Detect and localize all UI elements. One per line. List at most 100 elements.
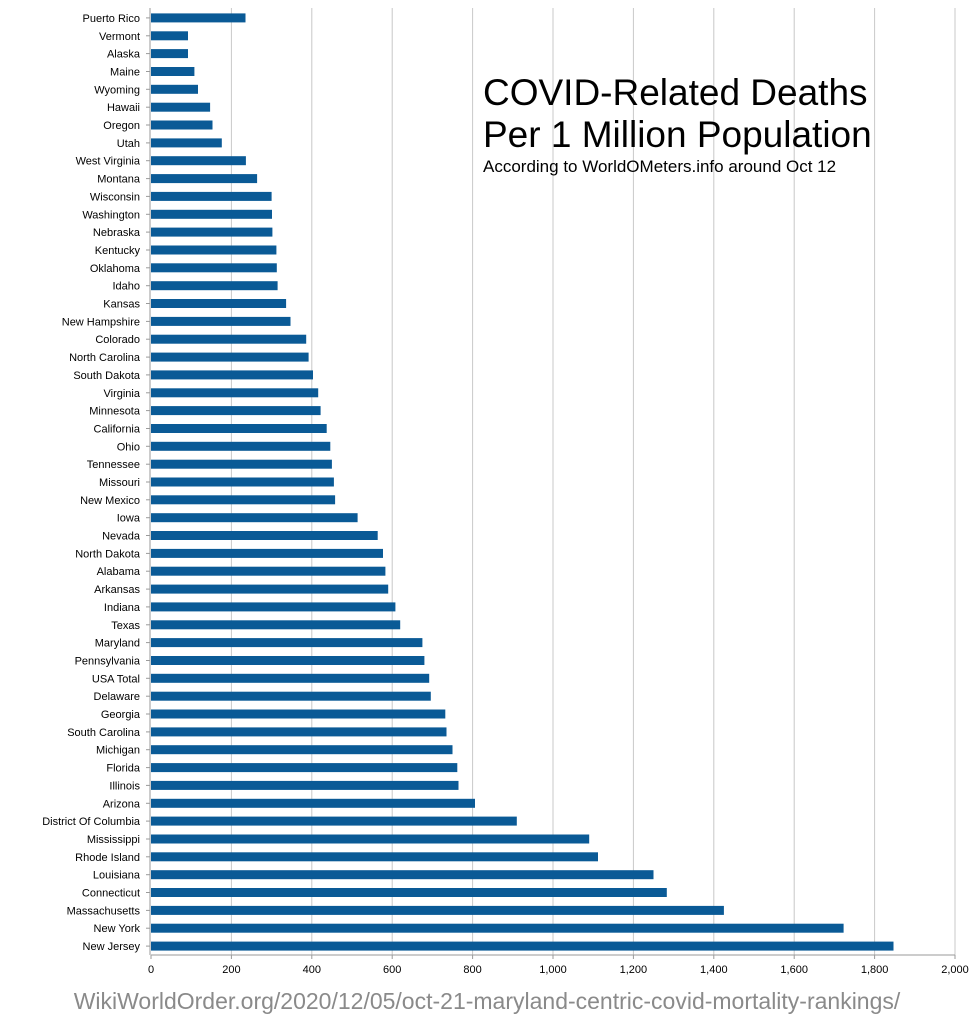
bar: [151, 406, 321, 416]
bar: [151, 477, 334, 487]
bar: [151, 495, 336, 505]
bar: [151, 84, 198, 94]
category-label: Vermont: [99, 31, 140, 43]
bar: [151, 513, 358, 523]
category-label: Connecticut: [82, 888, 140, 900]
category-label: Hawaii: [107, 102, 140, 114]
bar: [151, 49, 188, 59]
x-tick-label: 800: [463, 964, 481, 976]
category-label: Massachusetts: [67, 905, 141, 917]
chart-title-line-1: COVID-Related Deaths: [483, 72, 868, 113]
bar: [151, 316, 291, 326]
bar: [151, 656, 425, 665]
category-label: Mississippi: [87, 834, 140, 846]
bar: [151, 102, 211, 112]
bar: [151, 548, 383, 558]
bar: [151, 174, 258, 184]
category-label: Florida: [106, 763, 141, 775]
category-label: Oklahoma: [90, 263, 141, 275]
bar: [151, 459, 332, 469]
bar: [151, 727, 447, 737]
bar: [151, 620, 401, 630]
category-label: Rhode Island: [75, 852, 140, 864]
category-label: Missouri: [99, 477, 140, 489]
category-label: Kansas: [103, 299, 140, 311]
category-label: Iowa: [117, 513, 141, 525]
category-label: Colorado: [95, 334, 140, 346]
x-tick-label: 1,600: [780, 964, 808, 976]
bar: [151, 424, 327, 433]
category-label: Pennsylvania: [75, 656, 141, 668]
category-label: South Carolina: [67, 727, 141, 739]
bar: [151, 13, 246, 23]
category-label: Virginia: [104, 388, 141, 400]
bar: [151, 834, 590, 844]
bar: [151, 638, 423, 648]
category-label: USA Total: [92, 673, 140, 685]
bar: [151, 673, 430, 683]
category-label: Montana: [97, 174, 141, 186]
x-tick-label: 600: [383, 964, 401, 976]
bar: [151, 281, 278, 291]
bar: [151, 31, 188, 41]
category-label: California: [94, 424, 141, 436]
category-label: Maine: [110, 67, 140, 79]
category-label: Idaho: [112, 281, 140, 293]
category-label: District Of Columbia: [42, 816, 141, 828]
category-label: Michigan: [96, 745, 140, 757]
bar: [151, 209, 272, 219]
bar: [151, 120, 213, 130]
category-label: Texas: [111, 620, 140, 632]
bar: [151, 780, 459, 790]
category-label: Tennessee: [87, 459, 140, 471]
bar: [151, 923, 844, 933]
category-label: Indiana: [104, 602, 141, 614]
category-label: New Hampshire: [62, 316, 140, 328]
category-label: Delaware: [94, 691, 140, 703]
bar: [151, 370, 313, 380]
bar: [151, 156, 246, 166]
bar: [151, 227, 273, 237]
source-url: WikiWorldOrder.org/2020/12/05/oct-21-mar…: [74, 988, 901, 1014]
bar: [151, 352, 309, 362]
bar: [151, 763, 458, 773]
bar: [151, 245, 277, 255]
x-tick-label: 200: [222, 964, 240, 976]
chart-subtitle: According to WorldOMeters.info around Oc…: [483, 157, 836, 176]
category-label: Arkansas: [94, 584, 140, 596]
chart-title-line-2: Per 1 Million Population: [483, 114, 872, 155]
bars: [151, 13, 894, 951]
category-label: Arizona: [103, 798, 141, 810]
bar: [151, 566, 386, 576]
category-label: New Mexico: [80, 495, 140, 507]
chart-title: COVID-Related Deaths Per 1 Million Popul…: [483, 72, 872, 176]
bar: [151, 888, 667, 897]
category-label: Nevada: [102, 531, 141, 543]
category-label: Alaska: [107, 49, 141, 61]
bar: [151, 691, 431, 701]
bar: [151, 299, 287, 308]
bar: [151, 941, 894, 951]
bar: [151, 263, 277, 273]
x-tick-label: 1,200: [620, 964, 648, 976]
category-label: Oregon: [103, 120, 140, 132]
bar: [151, 138, 222, 148]
category-label: North Dakota: [75, 548, 141, 560]
bar: [151, 67, 195, 76]
x-axis-ticks: 0 200 400 600 800 1,000 1,200 1,400 1,600 1,800 2,…: [148, 954, 969, 976]
bar: [151, 870, 654, 880]
category-label: New York: [94, 923, 141, 935]
bar: [151, 191, 272, 201]
category-label: Alabama: [97, 566, 141, 578]
category-label: Louisiana: [93, 870, 141, 882]
category-label: Washington: [82, 209, 140, 221]
category-label: Nebraska: [93, 227, 141, 239]
x-tick-label: 1,800: [861, 964, 889, 976]
bar: [151, 709, 446, 719]
bar: [151, 602, 396, 612]
category-label: Kentucky: [95, 245, 141, 257]
category-label: Wyoming: [94, 84, 140, 96]
x-tick-label: 1,000: [539, 964, 567, 976]
category-label: Maryland: [95, 638, 140, 650]
category-label: Puerto Rico: [83, 13, 140, 25]
